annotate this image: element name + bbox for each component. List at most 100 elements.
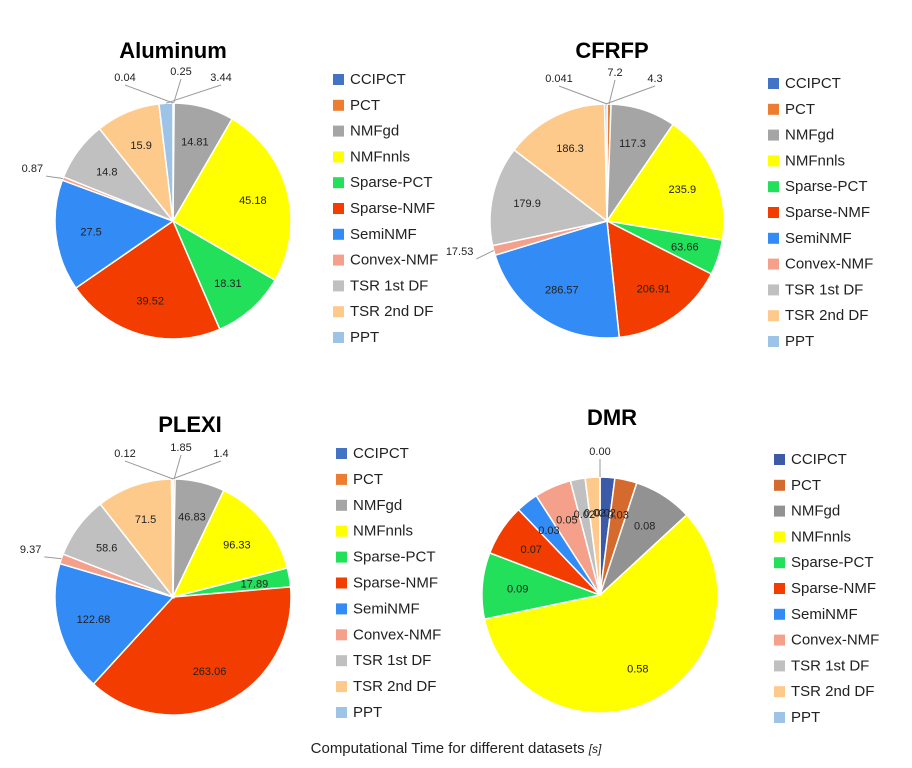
pie-slice-nmfnnls xyxy=(483,513,719,714)
leader-line xyxy=(558,85,608,105)
legend-label-ppt: PPT xyxy=(353,704,382,721)
legend-label-ppt: PPT xyxy=(350,329,379,346)
legend-swatch-pct xyxy=(774,479,785,491)
legend-swatch-convex-nmf xyxy=(768,258,779,270)
slice-label-sparse-nmf: 39.52 xyxy=(136,295,164,307)
legend-label-sparse-pct: Sparse-PCT xyxy=(785,178,868,195)
legend-label-seminmf: SemiNMF xyxy=(353,600,420,617)
legend-label-nmfgd: NMFgd xyxy=(350,123,399,140)
slice-label-ppt: 0.00 xyxy=(589,446,610,458)
legend-swatch-nmfnnls xyxy=(768,155,779,167)
legend-label-tsr-2nd-df: TSR 2nd DF xyxy=(350,303,433,320)
legend-label-pct: PCT xyxy=(785,101,815,118)
legend-swatch-sparse-pct xyxy=(336,551,347,563)
chart-title: DMR xyxy=(587,405,637,430)
legend-label-tsr-1st-df: TSR 1st DF xyxy=(791,657,869,674)
slice-label-sparse-pct: 63.66 xyxy=(671,242,699,254)
legend-swatch-nmfnnls xyxy=(333,151,344,163)
slice-label-nmfgd: 46.83 xyxy=(178,512,206,524)
legend-swatch-tsr-1st-df xyxy=(768,284,779,296)
legend-swatch-sparse-pct xyxy=(768,181,779,193)
legend-label-seminmf: SemiNMF xyxy=(791,606,858,623)
pie-slice-seminmf xyxy=(54,562,175,686)
chart-title: Aluminum xyxy=(119,38,227,63)
pie-slice-sparse-pct xyxy=(171,219,277,331)
slice-label-nmfgd: 117.3 xyxy=(619,138,646,150)
leader-line xyxy=(172,460,222,480)
legend-label-seminmf: SemiNMF xyxy=(785,230,852,247)
slice-label-sparse-nmf: 206.91 xyxy=(637,283,671,295)
legend-label-sparse-nmf: Sparse-NMF xyxy=(785,204,870,221)
legend: CCIPCT PCT NMFgd NMFnnls Sparse-PCT Sparse-NM… xyxy=(768,75,873,350)
chart-title: CFRFP xyxy=(575,38,648,63)
legend-label-sparse-pct: Sparse-PCT xyxy=(791,554,874,571)
legend-swatch-ppt xyxy=(336,707,347,718)
legend-label-convex-nmf: Convex-NMF xyxy=(350,252,438,269)
legend-swatch-seminmf xyxy=(333,228,344,240)
slice-label-nmfgd: 0.08 xyxy=(634,521,655,533)
legend-label-nmfnnls: NMFnnls xyxy=(350,148,410,165)
pie-slice-tsr-2nd-df xyxy=(99,478,174,600)
slice-label-seminmf: 27.5 xyxy=(80,226,101,238)
legend-label-tsr-2nd-df: TSR 2nd DF xyxy=(353,678,436,695)
pie-slice-sparse-nmf xyxy=(606,219,713,339)
legend-label-tsr-2nd-df: TSR 2nd DF xyxy=(785,307,868,324)
legend-label-pct: PCT xyxy=(350,97,380,114)
legend-swatch-ppt xyxy=(768,336,779,347)
legend-swatch-seminmf xyxy=(768,232,779,244)
legend-label-ppt: PPT xyxy=(785,333,814,350)
leader-line xyxy=(173,454,182,480)
legend-label-nmfnnls: NMFnnls xyxy=(791,528,851,545)
leader-line xyxy=(46,175,63,180)
legend: CCIPCT PCT NMFgd NMFnnls Sparse-PCT Sparse-NM… xyxy=(333,71,438,346)
slice-label-ccipct: 0.12 xyxy=(114,448,135,460)
figure-caption: Computational Time for different dataset… xyxy=(0,740,912,757)
slice-label-tsr-2nd-df: 15.9 xyxy=(130,140,151,152)
legend-label-tsr-1st-df: TSR 1st DF xyxy=(353,652,431,669)
legend-label-ppt: PPT xyxy=(791,709,820,726)
leader-line xyxy=(605,85,656,105)
legend-label-convex-nmf: Convex-NMF xyxy=(791,632,879,649)
legend-swatch-nmfgd xyxy=(336,499,347,511)
leader-line xyxy=(173,78,182,104)
legend-swatch-tsr-2nd-df xyxy=(336,681,347,693)
pie-chart-plexi: PLEXI 46.83 96.33 17.89 263.06 122.68 58.6 71.5… xyxy=(20,412,441,721)
leader-line xyxy=(44,556,62,560)
pie-slice-nmfnnls xyxy=(171,117,292,282)
legend-swatch-sparse-pct xyxy=(774,557,785,569)
slice-label-ppt: 1.4 xyxy=(213,448,228,460)
slice-label-tsr-1st-df: 179.9 xyxy=(513,198,541,210)
slice-label-pct: 0.03 xyxy=(607,509,628,521)
pie-chart-dmr: DMR0.020.030.080.580.090.070.030.050.020… xyxy=(481,405,879,726)
slice-label-nmfgd: 14.81 xyxy=(181,136,209,148)
slice-label-ccipct: 0.04 xyxy=(114,72,135,84)
legend-label-convex-nmf: Convex-NMF xyxy=(785,256,873,273)
slice-label-tsr-2nd-df: 186.3 xyxy=(556,143,584,155)
legend-label-convex-nmf: Convex-NMF xyxy=(353,626,441,643)
legend-swatch-ppt xyxy=(774,712,785,723)
legend-label-sparse-pct: Sparse-PCT xyxy=(353,549,436,566)
legend-swatch-pct xyxy=(768,103,779,115)
slice-label-ccipct: 0.041 xyxy=(545,73,573,85)
slice-label-nmfnnls: 235.9 xyxy=(669,184,697,196)
leader-line xyxy=(124,460,174,480)
legend-swatch-ccipct xyxy=(333,74,344,85)
legend-swatch-nmfgd xyxy=(768,129,779,141)
legend-swatch-sparse-nmf xyxy=(333,203,344,214)
legend-swatch-nmfnnls xyxy=(774,531,785,543)
leader-line xyxy=(608,79,616,105)
slice-label-tsr-2nd-df: 71.5 xyxy=(135,514,156,526)
legend-label-nmfgd: NMFgd xyxy=(785,127,834,144)
legend-swatch-pct xyxy=(333,99,344,111)
slice-label-sparse-pct: 0.09 xyxy=(507,583,528,595)
slice-label-seminmf: 286.57 xyxy=(545,284,579,296)
legend-label-ccipct: CCIPCT xyxy=(785,75,841,92)
pie-slice-seminmf xyxy=(494,220,621,339)
legend-swatch-tsr-2nd-df xyxy=(333,306,344,318)
slice-label-nmfnnls: 96.33 xyxy=(223,540,251,552)
slice-label-sparse-pct: 18.31 xyxy=(214,278,242,290)
legend-label-nmfgd: NMFgd xyxy=(791,503,840,520)
legend-label-sparse-nmf: Sparse-NMF xyxy=(791,580,876,597)
caption-unit: [s] xyxy=(588,742,602,756)
caption-text: Computational Time for different dataset… xyxy=(310,740,585,757)
